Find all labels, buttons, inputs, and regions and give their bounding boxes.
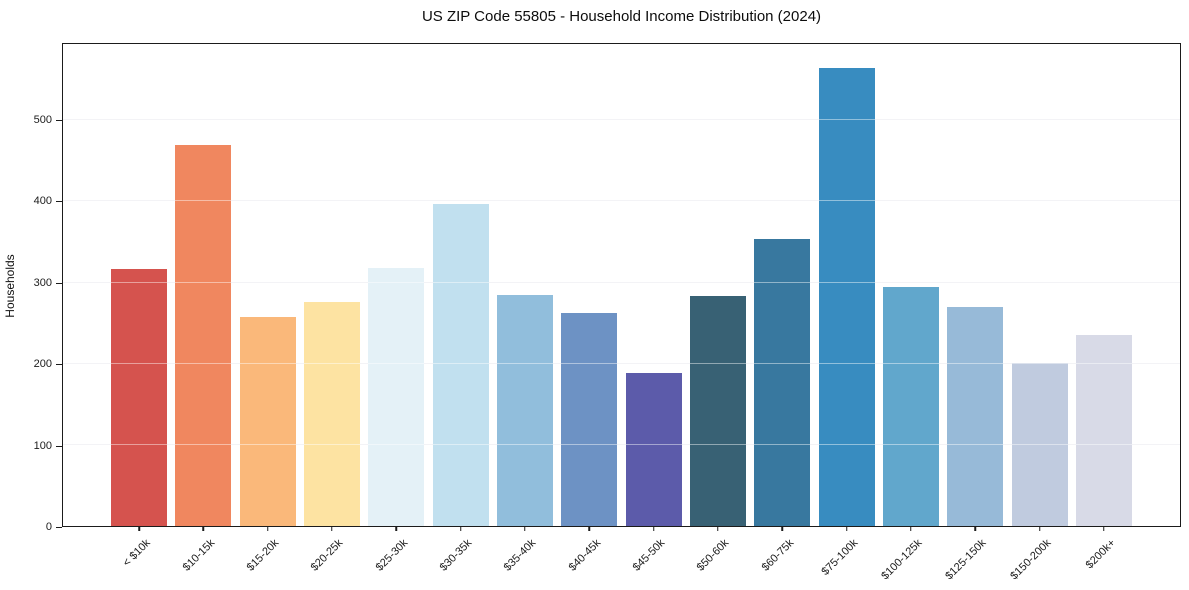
x-tick-mark (717, 526, 719, 531)
x-tick-label: $75-100k (819, 537, 861, 578)
bar (368, 267, 425, 526)
chart-title: US ZIP Code 55805 - Household Income Dis… (421, 8, 822, 25)
x-tick-mark (1103, 526, 1105, 531)
x-tick-mark (845, 526, 848, 531)
bar-slot: $20-25k (303, 44, 360, 574)
y-tick-label: 100 (33, 439, 52, 452)
gridline (63, 443, 1180, 445)
bar (496, 294, 553, 526)
bar-slot: $25-30k (368, 44, 425, 574)
gridline (63, 281, 1180, 283)
bar-slot: $150-200k (1008, 44, 1068, 582)
gridline (63, 362, 1180, 364)
x-tick-label: $50-60k (694, 537, 732, 574)
x-tick-label: $30-35k (437, 537, 475, 574)
y-tick-label: 400 (33, 195, 52, 208)
bar (111, 268, 167, 526)
y-tick-label: 500 (33, 113, 52, 126)
bar-slot: $75-100k (818, 44, 875, 578)
x-tick-mark (331, 526, 333, 531)
bar (882, 286, 939, 526)
bar-slot: $45-50k (625, 44, 682, 574)
bar (689, 295, 746, 526)
bar-slot: $50-60k (689, 44, 746, 574)
x-tick-mark (395, 526, 398, 531)
bar-slot: $30-35k (432, 44, 489, 574)
bar (1075, 334, 1132, 526)
y-tick-label: 0 (45, 521, 52, 533)
gridline (63, 119, 1180, 121)
y-tick-label: 300 (33, 276, 52, 289)
x-tick-label: $20-25k (308, 537, 346, 574)
x-tick-mark (266, 526, 269, 531)
bar (561, 313, 618, 526)
bar (1011, 362, 1068, 526)
bar-slot: $40-45k (561, 44, 618, 574)
bar (303, 302, 360, 526)
y-tick-mark (56, 201, 62, 203)
x-tick-label: $10-15k (180, 537, 217, 574)
y-tick-mark (56, 364, 62, 366)
x-tick-label: $125-150k (943, 537, 989, 583)
bars-container: < $10k $10-15k $15-20k $20-25k $25-30k $30-35… (63, 44, 1180, 582)
bar (239, 317, 296, 526)
x-tick-label: $15-20k (244, 537, 282, 574)
bar-slot: $15-20k (239, 44, 296, 574)
x-tick-label: $150-200k (1007, 537, 1054, 583)
bar-slot: $100-125k (879, 44, 939, 582)
x-tick-mark (524, 526, 526, 531)
y-tick-mark (56, 527, 62, 529)
gridline (63, 443, 1180, 445)
x-tick-label: $200k+ (1083, 537, 1118, 572)
bar-slot: $125-150k (943, 44, 1004, 582)
x-tick-mark (138, 526, 140, 531)
gridline (63, 281, 1180, 283)
x-tick-label: $100-125k (879, 537, 925, 583)
y-tick-mark (56, 445, 62, 447)
gridline (63, 200, 1180, 202)
x-tick-mark (459, 526, 462, 531)
plot-area: < $10k $10-15k $15-20k $20-25k $25-30k $30-35… (62, 43, 1181, 582)
x-tick-label: $45-50k (630, 537, 668, 574)
x-tick-mark (974, 526, 977, 531)
x-tick-mark (781, 526, 784, 531)
gridline (63, 200, 1180, 202)
bar-slot: $200k+ (1075, 44, 1132, 571)
x-tick-label: $35-40k (501, 537, 539, 574)
x-tick-mark (588, 526, 591, 531)
x-tick-label: $60-75k (759, 537, 796, 574)
y-tick-mark (56, 282, 62, 284)
bar-slot: $10-15k (175, 44, 232, 574)
bar-slot: < $10k (111, 44, 167, 569)
bar-slot: $35-40k (496, 44, 553, 574)
bar-slot: $60-75k (754, 44, 811, 574)
x-tick-mark (202, 526, 205, 531)
x-tick-mark (1038, 526, 1041, 531)
x-tick-mark (652, 526, 655, 531)
y-tick-label: 200 (33, 358, 52, 371)
bar (625, 372, 682, 526)
x-tick-label: $25-30k (373, 537, 410, 574)
gridline (63, 362, 1180, 364)
bar (947, 306, 1004, 526)
x-tick-label: $40-45k (566, 537, 603, 574)
gridline (63, 119, 1180, 121)
bar (175, 144, 232, 526)
x-tick-mark (910, 526, 912, 531)
y-tick-mark (56, 119, 62, 121)
bar (818, 67, 875, 526)
bar (754, 238, 811, 526)
x-tick-label: < $10k (120, 537, 153, 570)
bar (432, 203, 489, 526)
